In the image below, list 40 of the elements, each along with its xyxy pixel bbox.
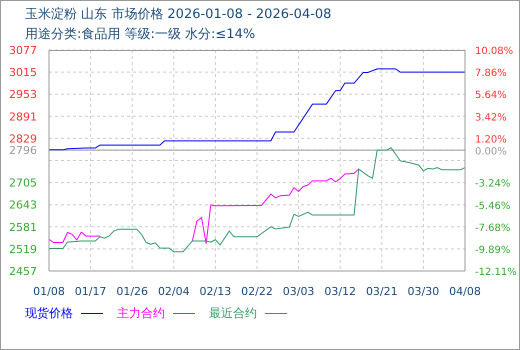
y2-tick-label: -9.89% [475, 244, 510, 256]
y-tick-label: 2519 [9, 242, 37, 256]
x-tick-label: 02/22 [241, 284, 273, 298]
y-tick-label: 3077 [9, 44, 37, 57]
legend-label: 主力合约 [117, 305, 165, 322]
y2-tick-label: 1.20% [475, 134, 507, 146]
y2-tick-label: 10.08% [475, 46, 514, 57]
y-tick-label: 2457 [9, 265, 37, 278]
y2-tick-label: -3.24% [475, 178, 510, 190]
y2-tick-label: -12.11% [475, 267, 517, 278]
line-series [49, 68, 465, 150]
y-tick-label: 2705 [9, 176, 37, 190]
y2-tick-label: 3.42% [475, 112, 507, 124]
y-tick-label: 2796 [9, 144, 37, 158]
y-tick-label: 2643 [9, 198, 37, 212]
x-tick-label: 03/12 [324, 284, 356, 298]
y2-tick-label: 7.86% [475, 68, 507, 80]
line-series [49, 147, 465, 252]
x-tick-label: 01/08 [33, 284, 65, 298]
y-tick-label: 2581 [9, 220, 37, 234]
y-tick-label: 3015 [9, 66, 37, 80]
x-tick-label: 03/03 [282, 284, 314, 298]
y2-tick-label: 0.00% [475, 146, 507, 158]
legend-label: 最近合约 [209, 305, 257, 322]
chart-subtitle: 用途分类:食品用 等级:一级 水分:≤14% [25, 26, 256, 43]
y-tick-label: 2953 [9, 88, 37, 102]
legend-label: 现货价格 [25, 305, 73, 322]
x-tick-label: 01/17 [74, 284, 106, 298]
y2-tick-label: -5.46% [475, 200, 510, 212]
x-tick-label: 02/13 [200, 284, 232, 298]
y2-tick-label: -7.68% [475, 222, 510, 234]
y2-tick-label: 5.64% [475, 90, 507, 102]
x-tick-label: 04/08 [449, 284, 481, 298]
x-tick-label: 02/04 [158, 284, 190, 298]
y-tick-label: 2829 [9, 132, 37, 146]
x-tick-label: 03/21 [366, 284, 398, 298]
y-tick-label: 2891 [9, 110, 37, 124]
chart-title: 玉米淀粉 山东 市场价格 2026-01-08 - 2026-04-08 [25, 6, 332, 23]
x-tick-label: 01/26 [116, 284, 148, 298]
x-tick-label: 03/30 [408, 284, 440, 298]
